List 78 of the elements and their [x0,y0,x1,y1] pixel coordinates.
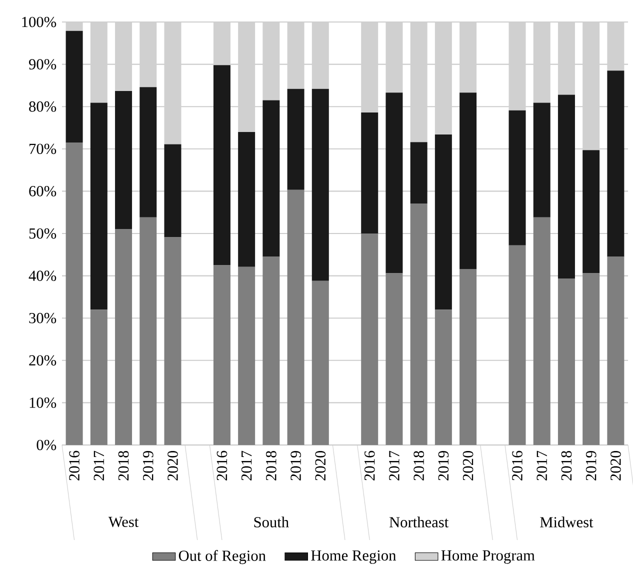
bar [558,94,575,279]
x-tick-label: 2018 [561,450,572,480]
bar [533,102,550,218]
bar [115,229,132,445]
bar [238,266,256,445]
bar [533,217,550,445]
x-tick-label: 2016 [69,450,80,480]
x-tick-label: 2020 [462,450,474,480]
x-tick-label: 2016 [364,450,375,480]
bar [140,87,157,218]
bar [312,280,329,445]
y-tick-label: 0% [36,440,56,450]
legend-label: Home Program [441,550,535,564]
legend-label: Home Region [311,550,396,564]
bar [460,92,477,270]
bar [558,278,575,445]
bar [115,90,132,230]
bar [164,237,182,445]
bar [607,70,624,257]
bar [238,132,256,267]
x-tick-label: 2016 [512,450,522,480]
bar [582,150,600,274]
y-tick-label: 40% [28,270,56,282]
bar [386,273,403,445]
x-tick-label: 2019 [438,451,449,480]
x-tick-label: 2017 [536,450,548,480]
bar [140,217,157,445]
y-tick-label: 70% [30,144,56,154]
bar [262,256,280,445]
x-tick-label: 2020 [168,450,178,480]
text: West [108,516,139,528]
legend-label: Out of Region [178,550,266,564]
x-tick-label: 2020 [315,450,326,480]
bar [410,142,428,204]
bar [164,144,182,238]
x-tick-label: 2018 [266,450,276,480]
bar [386,92,403,274]
x-tick-label: 2018 [414,450,424,480]
text: Midwest [540,516,594,528]
x-tick-label: 2019 [290,451,301,480]
bar [66,30,83,143]
bar [410,203,428,445]
x-tick-label: 2017 [389,450,400,480]
bar [434,310,452,445]
bar [287,88,304,190]
y-tick-label: 20% [29,355,56,366]
bar [582,273,600,445]
bar [508,245,526,445]
bar [262,100,280,257]
x-tick-label: 2018 [118,450,129,480]
x-tick-label: 2020 [610,450,621,480]
text: South [254,516,289,528]
x-tick-label: 2019 [586,451,596,480]
bar [361,112,378,234]
bar [607,256,624,445]
bar [287,190,304,445]
bar [460,269,477,445]
bar [90,102,108,310]
bar [213,65,230,266]
bar [361,234,378,445]
bar [434,134,452,310]
y-tick-label: 10% [30,398,56,408]
y-tick-label: 90% [29,59,56,70]
y-tick-label: 80% [29,101,56,112]
y-tick-label: 100% [22,16,56,28]
y-tick-label: 30% [29,312,56,324]
bar [312,88,329,281]
x-tick-label: 2017 [94,450,104,480]
bar [90,310,108,445]
text: Northeast [389,516,449,528]
y-tick-label: 50% [29,228,56,239]
x-tick-label: 2016 [216,450,228,480]
x-tick-label: 2017 [241,450,252,480]
x-tick-label: 2019 [142,451,154,480]
bar [66,142,83,445]
y-tick-label: 60% [29,186,56,196]
bar [213,265,230,445]
bar [508,110,526,246]
